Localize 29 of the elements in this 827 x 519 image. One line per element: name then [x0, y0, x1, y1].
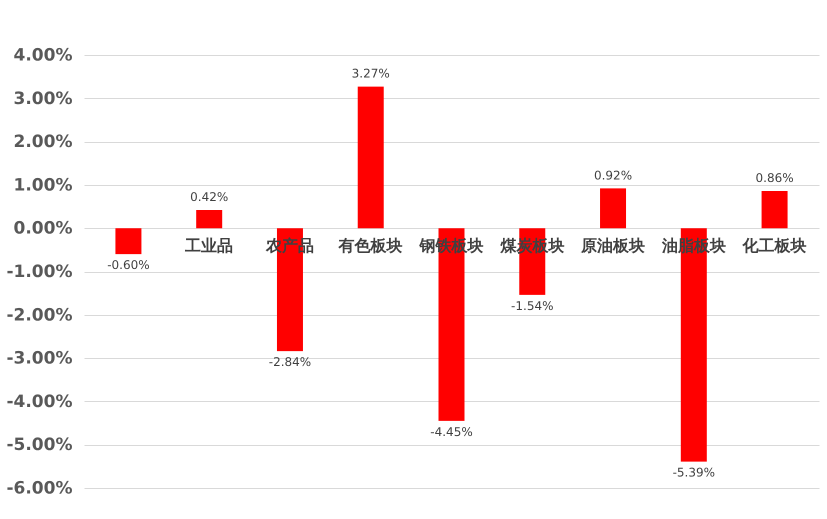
data-label: 0.86% — [756, 170, 794, 185]
data-label: -2.84% — [268, 355, 312, 370]
y-tick-label: 3.00% — [14, 88, 72, 109]
y-tick-label: -6.00% — [6, 478, 72, 498]
bar — [196, 210, 222, 228]
data-label: 0.92% — [594, 168, 632, 182]
bar — [358, 86, 384, 228]
y-tick-label: -4.00% — [6, 392, 72, 412]
y-tick-label: 0.00% — [14, 218, 72, 239]
bar — [600, 188, 626, 228]
y-tick-label: -3.00% — [6, 348, 72, 369]
x-tick-label: 原油板块 — [580, 236, 646, 256]
y-tick-label: 2.00% — [14, 132, 72, 152]
x-tick-label: 化工板块 — [742, 236, 807, 256]
y-tick-label: 4.00% — [14, 46, 72, 66]
y-tick-label: -1.00% — [6, 262, 72, 282]
data-label: 0.42% — [190, 190, 228, 204]
y-tick-label: -2.00% — [6, 305, 72, 326]
data-label: -1.54% — [511, 298, 554, 313]
y-tick-label: -5.00% — [6, 435, 72, 456]
data-label: 3.27% — [352, 66, 390, 81]
data-label: -5.39% — [672, 466, 716, 480]
data-label: -0.60% — [107, 258, 150, 272]
x-tick-label: 工业品 — [184, 236, 234, 256]
bar — [762, 190, 788, 228]
x-tick-label: 有色板块 — [338, 236, 403, 256]
bar — [115, 228, 142, 254]
data-label: -4.45% — [430, 424, 473, 439]
y-tick-label: 1.00% — [14, 175, 72, 196]
